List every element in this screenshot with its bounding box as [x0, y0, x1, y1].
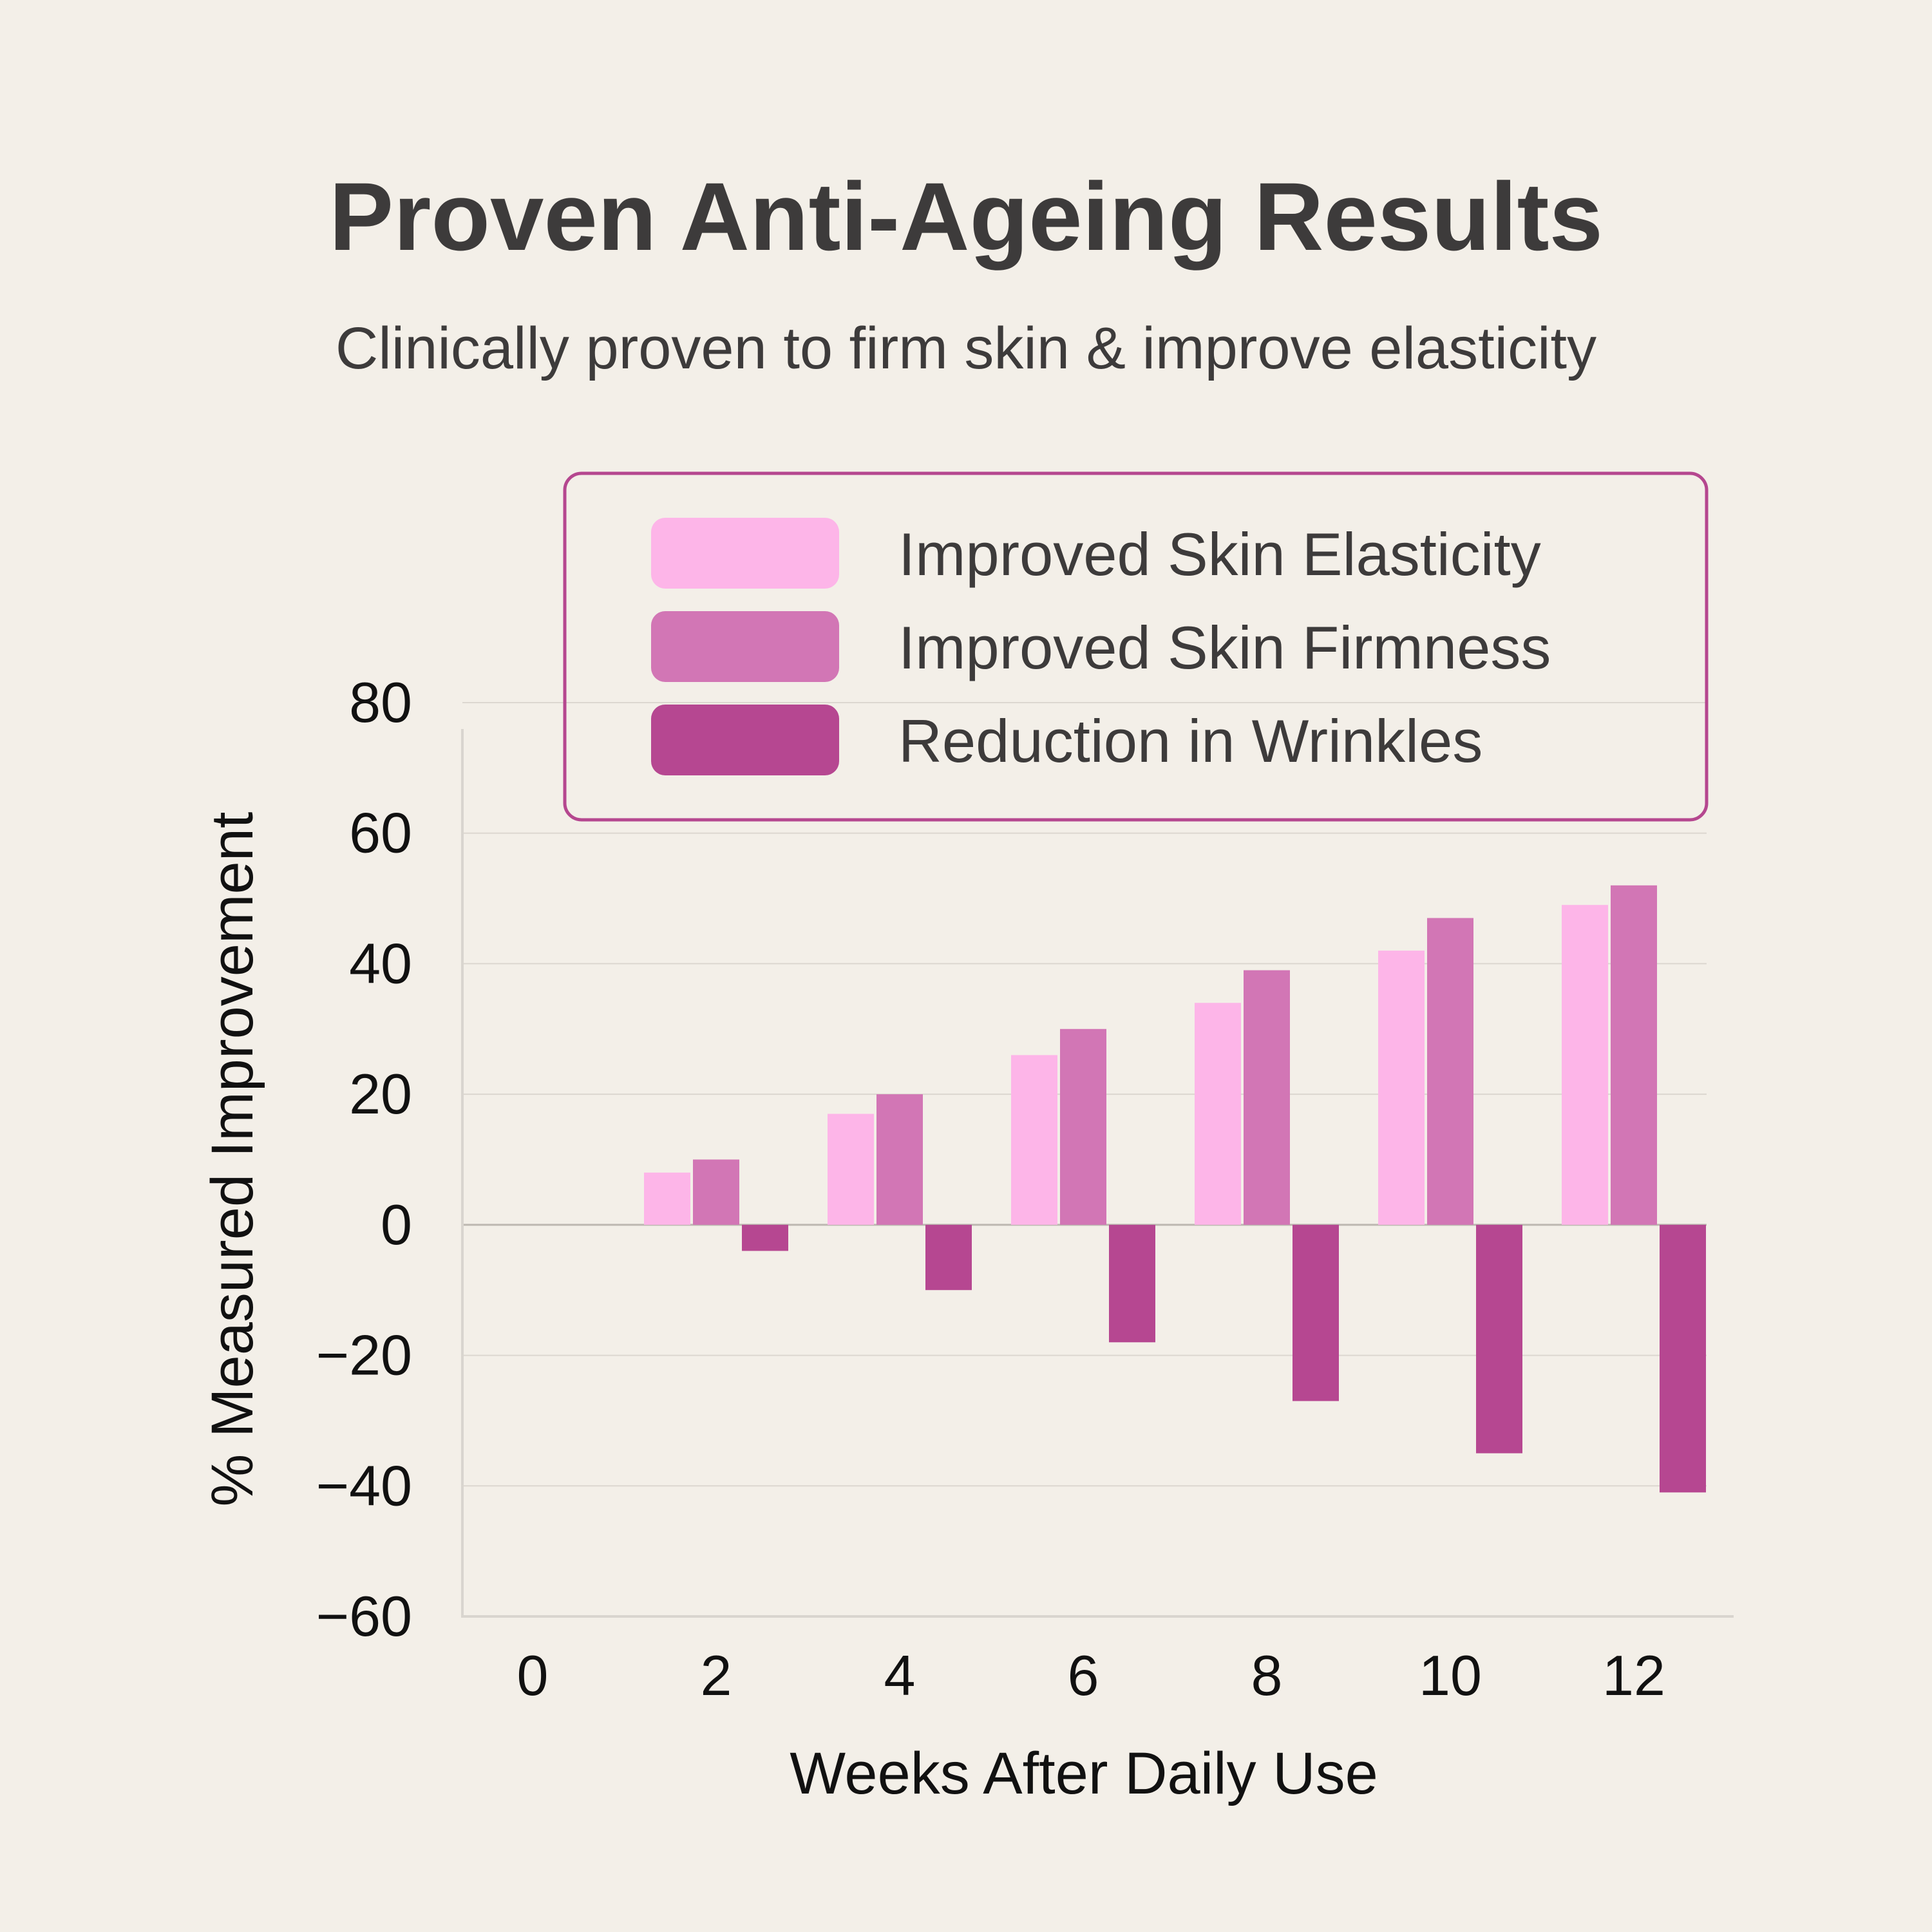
y-tick-label: −60 — [316, 1584, 412, 1648]
bar-improved-skin-elasticity-week-4 — [828, 1113, 874, 1225]
x-tick-labels: 0 2 4 6 8 10 12 — [517, 1643, 1665, 1707]
y-tick-label: −20 — [316, 1323, 412, 1387]
y-tick-label: 60 — [349, 801, 412, 865]
x-tick-label: 2 — [701, 1643, 732, 1707]
y-tick-label: −40 — [316, 1454, 412, 1517]
x-tick-label: 0 — [517, 1643, 549, 1707]
chart-subtitle: Clinically proven to firm skin & improve… — [336, 316, 1596, 381]
legend-swatch — [651, 611, 839, 682]
y-tick-label: 0 — [381, 1193, 412, 1256]
x-axis-title: Weeks After Daily Use — [790, 1741, 1378, 1806]
bar-reduction-in-wrinkles-week-8 — [1293, 1224, 1339, 1401]
bar-improved-skin-elasticity-week-10 — [1378, 951, 1425, 1225]
x-tick-label: 4 — [884, 1643, 916, 1707]
bar-improved-skin-firmness-week-10 — [1427, 918, 1473, 1225]
bar-improved-skin-firmness-week-6 — [1060, 1028, 1106, 1225]
bar-improved-skin-elasticity-week-12 — [1562, 905, 1608, 1225]
bar-reduction-in-wrinkles-week-4 — [925, 1224, 972, 1291]
y-tick-label: 40 — [349, 931, 412, 995]
legend-label: Improved Skin Elasticity — [898, 520, 1541, 588]
chart-title: Proven Anti-Ageing Results — [329, 162, 1603, 270]
bar-improved-skin-firmness-week-8 — [1244, 970, 1290, 1225]
bar-reduction-in-wrinkles-week-2 — [742, 1224, 788, 1251]
bar-reduction-in-wrinkles-week-10 — [1476, 1224, 1522, 1454]
y-tick-labels: 80 60 40 20 0 −20 −40 −60 — [316, 670, 412, 1648]
x-tick-label: 12 — [1602, 1643, 1665, 1707]
bar-improved-skin-firmness-week-4 — [876, 1094, 923, 1225]
legend-swatch — [651, 518, 839, 589]
bars — [644, 885, 1706, 1493]
bar-improved-skin-elasticity-week-6 — [1011, 1055, 1057, 1225]
bar-improved-skin-elasticity-week-8 — [1195, 1003, 1241, 1225]
x-tick-label: 6 — [1068, 1643, 1099, 1707]
bar-reduction-in-wrinkles-week-12 — [1660, 1224, 1706, 1493]
y-tick-label: 80 — [349, 670, 412, 734]
legend-label: Improved Skin Firmness — [898, 614, 1551, 681]
bar-improved-skin-firmness-week-12 — [1611, 885, 1657, 1225]
legend-label: Reduction in Wrinkles — [898, 707, 1482, 775]
legend-swatch — [651, 705, 839, 775]
bar-improved-skin-firmness-week-2 — [693, 1159, 739, 1225]
legend-box — [563, 471, 1709, 822]
bar-reduction-in-wrinkles-week-6 — [1109, 1224, 1155, 1343]
y-tick-label: 20 — [349, 1062, 412, 1126]
x-tick-label: 8 — [1251, 1643, 1283, 1707]
bar-improved-skin-elasticity-week-2 — [644, 1172, 690, 1225]
legend: Improved Skin Elasticity Improved Skin Fi… — [563, 471, 1709, 822]
x-tick-label: 10 — [1419, 1643, 1482, 1707]
y-axis-title: % Measured Improvement — [200, 812, 265, 1507]
